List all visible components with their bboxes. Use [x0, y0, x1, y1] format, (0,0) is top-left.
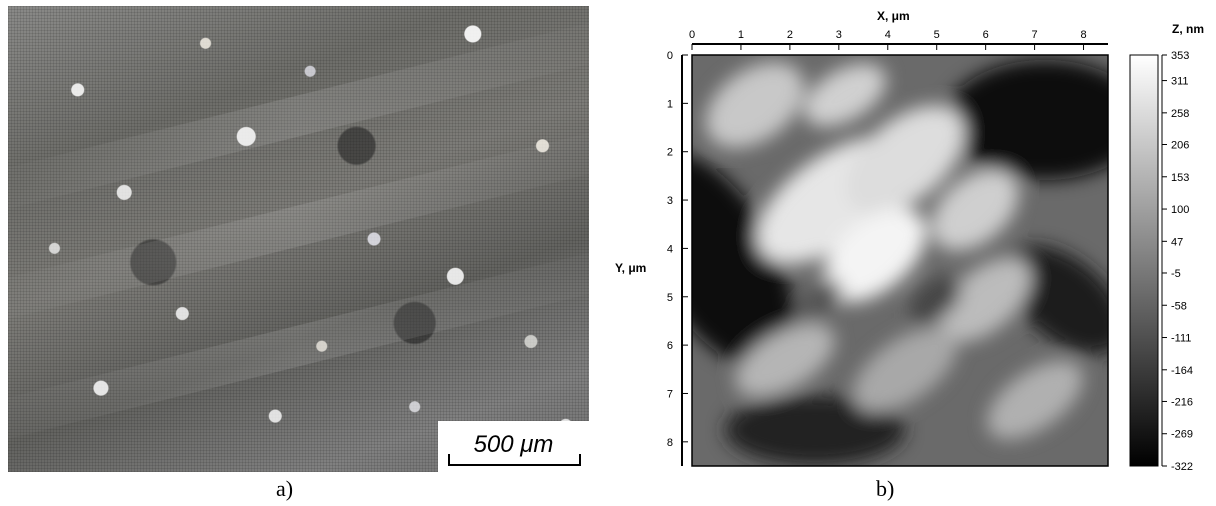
y-axis-title: Y, μm [615, 261, 646, 275]
y-tick-label: 8 [667, 437, 673, 449]
x-tick-label: 6 [983, 29, 989, 41]
colorbar-tick-label: 153 [1171, 172, 1189, 184]
colorbar-tick-label: -322 [1171, 461, 1193, 473]
y-tick-label: 3 [667, 195, 673, 207]
x-tick-label: 1 [738, 29, 744, 41]
scale-bar-line [448, 454, 581, 466]
x-tick-label: 2 [787, 29, 793, 41]
colorbar-tick-label: -216 [1171, 396, 1193, 408]
panel-b-caption: b) [876, 476, 895, 501]
colorbar-tick-label: 311 [1171, 76, 1189, 88]
colorbar-tick-label: -269 [1171, 429, 1193, 441]
y-axis-ticks: 0 1 2 3 4 5 6 7 8 [667, 50, 688, 449]
colorbar-tick-label: 100 [1171, 204, 1189, 216]
colorbar-tick-label: -164 [1171, 365, 1193, 377]
y-tick-label: 4 [667, 243, 673, 255]
x-tick-label: 3 [836, 29, 842, 41]
colorbar-tick-label: 206 [1171, 140, 1189, 152]
x-tick-label: 0 [689, 29, 695, 41]
x-axis-ticks: 0 1 2 3 4 5 6 7 8 [689, 29, 1087, 50]
y-tick-label: 5 [667, 292, 673, 304]
colorbar-tick-label: 258 [1171, 108, 1189, 120]
x-tick-label: 8 [1080, 29, 1086, 41]
y-tick-label: 0 [667, 50, 673, 62]
afm-height-map: 0 1 2 3 4 5 6 7 8 X, μm 0 1 2 3 4 5 6 7 8 Y, μm Z, nm 35… [615, 9, 1204, 473]
afm-map-area [692, 55, 1108, 466]
colorbar-tick-label: 353 [1171, 50, 1189, 62]
y-tick-label: 1 [667, 98, 673, 110]
x-tick-label: 4 [885, 29, 891, 41]
colorbar [1129, 54, 1159, 467]
x-tick-label: 7 [1032, 29, 1038, 41]
colorbar-tick-label: -5 [1171, 268, 1181, 280]
y-tick-label: 7 [667, 388, 673, 400]
panel-a-caption: a) [276, 476, 294, 501]
x-axis-title: X, μm [877, 9, 910, 23]
y-tick-label: 2 [667, 147, 673, 159]
colorbar-tick-label: 47 [1171, 236, 1183, 248]
scale-bar: 500 μm [438, 421, 589, 472]
colorbar-ticks: 353 311 258 206 153 100 47 -5 -58 -111 -164 -216 -26… [1162, 50, 1193, 473]
x-tick-label: 5 [934, 29, 940, 41]
scale-bar-unit: μm [520, 431, 554, 458]
colorbar-tick-label: -58 [1171, 300, 1187, 312]
scale-bar-value: 500 [473, 431, 514, 458]
map-frame [691, 54, 1109, 467]
optical-micrograph: 500 μm [8, 6, 589, 472]
scale-bar-label: 500 μm [438, 431, 589, 459]
colorbar-title: Z, nm [1172, 22, 1204, 36]
y-tick-label: 6 [667, 340, 673, 352]
colorbar-tick-label: -111 [1171, 333, 1191, 345]
